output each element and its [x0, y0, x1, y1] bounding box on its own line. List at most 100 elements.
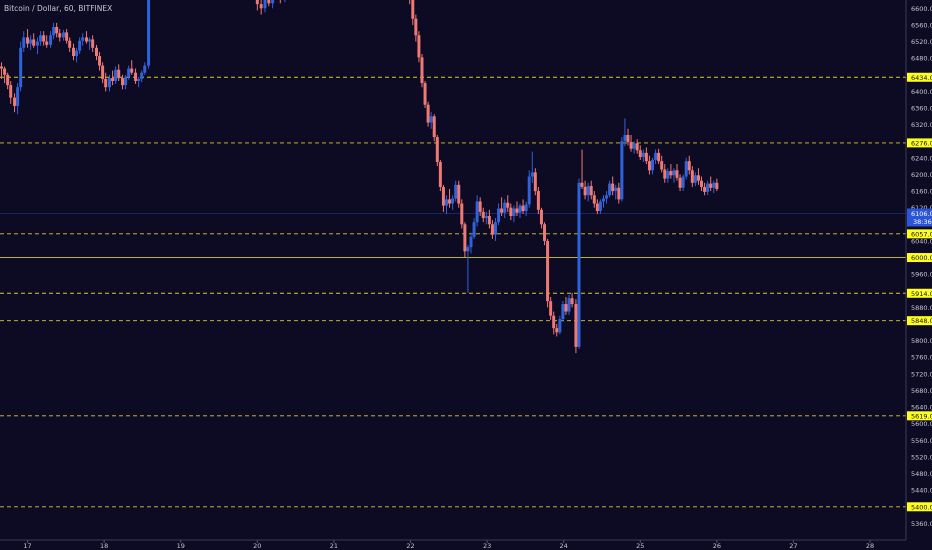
candle-body — [663, 169, 667, 179]
candle-body — [111, 78, 115, 81]
price-tick-label: 6040.0 — [911, 237, 932, 245]
candle-body — [478, 201, 482, 212]
candle-body — [94, 47, 98, 57]
candle-body — [570, 298, 574, 305]
candle-body — [589, 186, 593, 196]
candle-body — [463, 224, 467, 252]
candle-body — [432, 116, 436, 138]
candle-body — [91, 39, 95, 48]
price-tick-label: 5360.0 — [911, 520, 932, 528]
price-tick-label: 6360.0 — [911, 105, 932, 113]
candle-body — [411, 0, 415, 19]
level-price-tag-label: 5914.0 — [911, 290, 932, 298]
price-tick-label: 5880.0 — [911, 304, 932, 312]
price-tick-label: 6120.0 — [911, 204, 932, 212]
candle-body — [423, 83, 427, 105]
candle-body — [9, 85, 13, 98]
candle-body — [55, 27, 59, 34]
price-tick-label: 6480.0 — [911, 55, 932, 63]
candle-body — [420, 57, 424, 84]
candle-body — [626, 135, 630, 143]
candle-body — [638, 150, 642, 158]
price-axis[interactable]: 6600.0 6560.0 6520.0 6480.0 6400.0 6360.0 6320… — [911, 5, 932, 528]
candle-body — [657, 152, 661, 162]
current-price-label: 6106.0 — [911, 210, 932, 218]
candle-body — [687, 161, 691, 171]
candle-body — [703, 186, 707, 192]
candle-body — [515, 208, 519, 213]
candle-body — [524, 204, 528, 212]
candle-body — [592, 195, 596, 204]
candle-body — [271, 0, 275, 4]
time-tick-label: 20 — [253, 542, 261, 550]
time-tick-label: 26 — [713, 542, 721, 550]
candle-body — [81, 37, 85, 41]
candle-body — [506, 202, 510, 208]
current-price-tag — [907, 208, 932, 227]
candle-body — [539, 209, 543, 225]
candle-body — [595, 203, 599, 212]
candle-body — [715, 182, 719, 189]
candle-body — [88, 39, 92, 42]
candle-body — [438, 162, 442, 187]
time-tick-label: 17 — [23, 542, 31, 550]
candle-body — [583, 186, 587, 196]
price-tick-label: 5960.0 — [911, 271, 932, 279]
candle-body — [500, 208, 504, 213]
candle-body — [675, 170, 679, 178]
time-tick-label: 23 — [483, 542, 491, 550]
candle-body — [147, 0, 151, 66]
candle-layer — [0, 0, 719, 354]
candle-body — [62, 32, 66, 38]
candle-body — [130, 68, 134, 73]
candle-body — [39, 35, 43, 42]
candle-body — [666, 171, 670, 179]
candle-body — [706, 183, 710, 192]
time-tick-label: 22 — [406, 542, 414, 550]
price-tick-label: 6560.0 — [911, 21, 932, 29]
price-tick-label: 5600.0 — [911, 420, 932, 428]
candle-body — [533, 172, 537, 192]
level-price-tag — [907, 72, 932, 82]
candle-body — [451, 198, 455, 204]
candle-body — [6, 74, 10, 86]
candle-body — [58, 33, 62, 38]
candle-body — [487, 216, 491, 225]
candle-body — [561, 304, 565, 320]
candle-body — [635, 143, 639, 151]
time-tick-label: 21 — [330, 542, 338, 550]
level-price-tag-label: 5848.0 — [911, 317, 932, 325]
level-price-tag-label: 6057.0 — [911, 230, 932, 238]
candle-body — [19, 47, 23, 88]
time-tick-label: 28 — [866, 542, 874, 550]
candle-body — [267, 0, 271, 4]
level-price-tag-label: 6000.0 — [911, 254, 932, 262]
candle-body — [429, 116, 433, 123]
candle-body — [530, 172, 534, 177]
time-tick-label: 24 — [560, 542, 568, 550]
bar-countdown-label: 38:36 — [913, 218, 932, 226]
candle-body — [484, 216, 488, 219]
candle-body — [26, 37, 30, 44]
candle-body — [0, 66, 4, 69]
candle-body — [623, 135, 627, 142]
candle-body — [647, 161, 651, 171]
candle-body — [586, 186, 590, 196]
price-tick-label: 6240.0 — [911, 154, 932, 162]
candle-body — [598, 201, 602, 212]
time-axis[interactable]: 17 18 19 20 21 22 23 24 25 26 27 28 — [23, 540, 874, 550]
price-tick-label: 6200.0 — [911, 171, 932, 179]
price-tick-label: 5560.0 — [911, 437, 932, 445]
candle-body — [469, 236, 473, 248]
candle-body — [68, 40, 72, 48]
candle-body — [632, 143, 636, 149]
level-price-tag — [907, 502, 932, 512]
candle-body — [494, 222, 498, 235]
candle-body — [460, 203, 464, 225]
candle-body — [644, 152, 648, 162]
price-tick-label: 6160.0 — [911, 188, 932, 196]
candle-body — [417, 35, 421, 58]
candle-body — [555, 328, 559, 333]
candle-body — [552, 315, 556, 329]
